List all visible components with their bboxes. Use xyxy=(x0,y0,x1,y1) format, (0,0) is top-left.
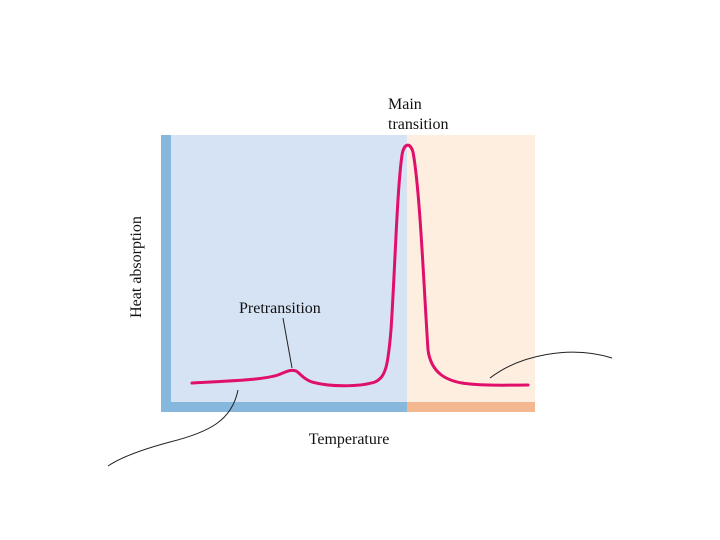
thermogram-curve xyxy=(190,143,530,388)
x-axis-label: Temperature xyxy=(309,431,390,448)
main-transition-label: Main xyxy=(388,96,422,113)
left-leader xyxy=(107,389,239,467)
x-axis-bar-left xyxy=(161,402,407,412)
y-axis-label: Heat absorption xyxy=(128,216,145,318)
pretransition-leader xyxy=(282,317,293,369)
gel-region xyxy=(161,135,407,412)
right-leader xyxy=(489,351,613,379)
y-axis-bar xyxy=(161,135,171,412)
x-axis-bar-right xyxy=(407,402,535,412)
liquid-region xyxy=(407,135,535,412)
main-transition-label: transition xyxy=(388,116,448,133)
pretransition-label: Pretransition xyxy=(239,300,321,317)
